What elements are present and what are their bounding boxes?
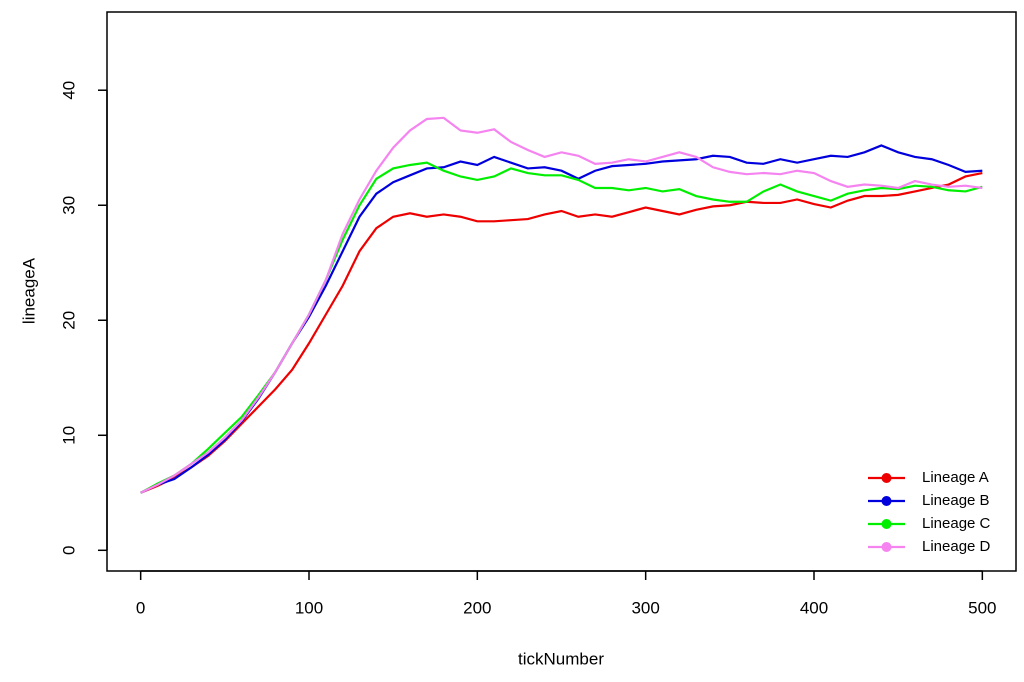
x-tick-label: 400 (800, 598, 828, 617)
legend-label: Lineage B (922, 492, 990, 509)
legend-marker (881, 473, 892, 483)
x-axis-label: tickNumber (518, 649, 604, 668)
legend-marker (881, 519, 892, 529)
series-line (140, 116, 983, 494)
x-tick-label: 300 (631, 598, 659, 617)
legend-label: Lineage C (922, 515, 991, 532)
y-tick-label: 10 (59, 426, 78, 445)
legend: Lineage A Lineage B Lineage C Lineage D (868, 469, 991, 555)
x-tick-label: 0 (136, 598, 145, 617)
y-tick-label: 40 (59, 81, 78, 100)
x-tick-label: 500 (968, 598, 996, 617)
legend-label: Lineage D (922, 538, 991, 555)
legend-label: Lineage A (922, 469, 989, 486)
legend-marker (881, 542, 892, 552)
series-line (140, 161, 983, 494)
x-tick-label: 200 (463, 598, 491, 617)
legend-marker (881, 496, 892, 506)
y-tick-label: 20 (59, 311, 78, 330)
y-axis-label: lineageA (19, 257, 38, 324)
x-tick-label: 100 (295, 598, 323, 617)
y-tick-label: 0 (59, 546, 78, 555)
plot-frame (106, 11, 1017, 572)
series-line (140, 171, 983, 494)
y-tick-label: 30 (59, 196, 78, 215)
